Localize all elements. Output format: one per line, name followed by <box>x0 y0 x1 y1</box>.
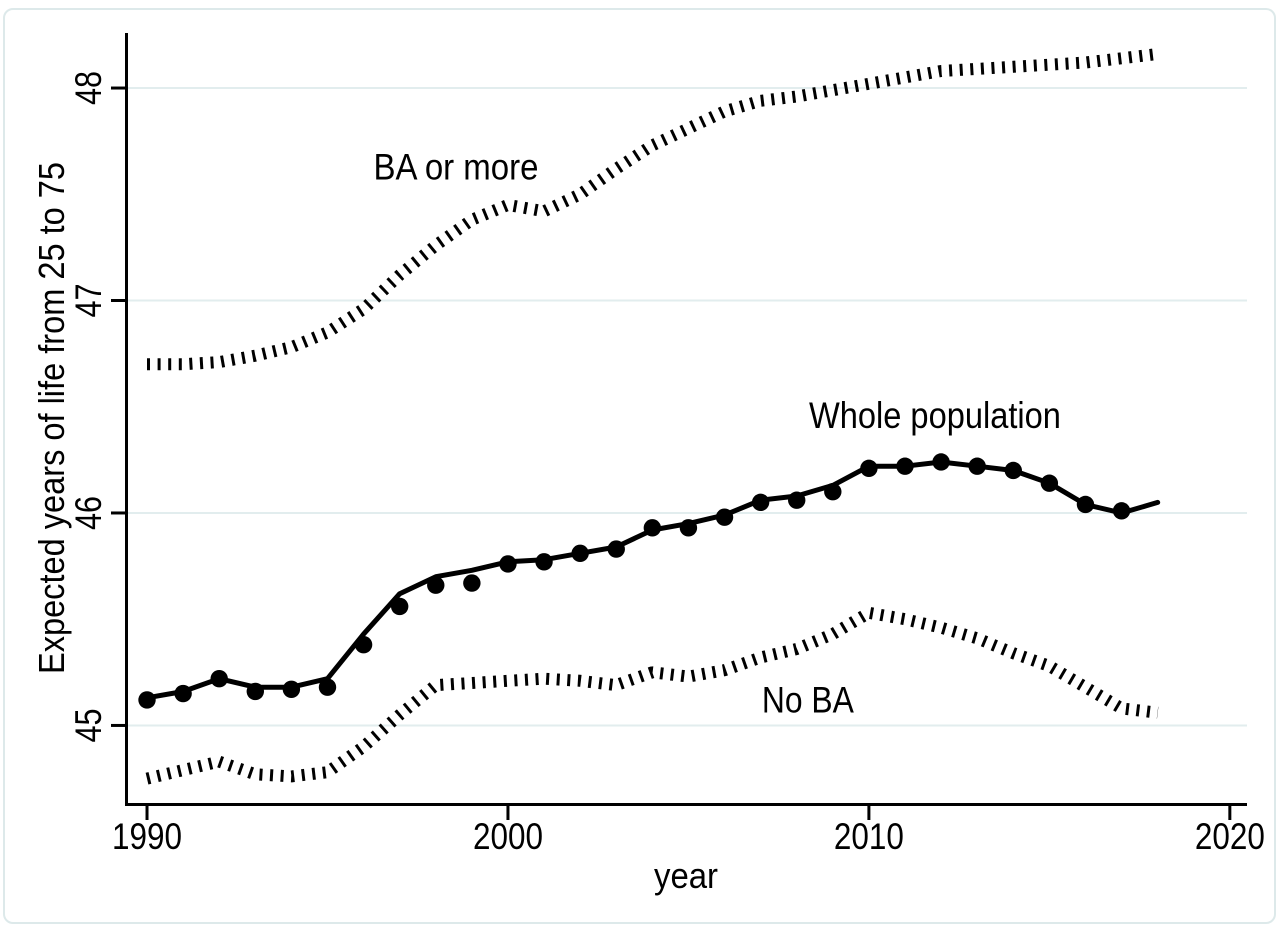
marker-whole-population-annual-estimates <box>968 457 986 475</box>
marker-whole-population-annual-estimates <box>174 684 192 703</box>
marker-whole-population-annual-estimates <box>1004 461 1022 480</box>
marker-whole-population-annual-estimates <box>571 544 589 563</box>
marker-whole-population-annual-estimates <box>535 553 553 571</box>
marker-whole-population-annual-estimates <box>824 483 842 501</box>
y-tick-label-48: 48 <box>68 71 109 105</box>
marker-whole-population-annual-estimates <box>354 636 373 654</box>
marker-whole-population-annual-estimates <box>932 453 950 471</box>
marker-whole-population-annual-estimates <box>1040 474 1059 492</box>
marker-whole-population-annual-estimates <box>715 508 734 526</box>
series-line-no-ba <box>145 606 1159 785</box>
x-tick-label-2000: 2000 <box>473 816 543 857</box>
marker-whole-population-annual-estimates <box>390 597 409 616</box>
y-tick-label-45: 45 <box>68 708 109 742</box>
marker-whole-population-annual-estimates <box>282 680 301 699</box>
marker-whole-population-annual-estimates <box>607 540 625 558</box>
marker-whole-population-annual-estimates <box>463 574 481 592</box>
marker-whole-population-annual-estimates <box>427 576 445 594</box>
marker-whole-population-annual-estimates <box>679 519 698 537</box>
marker-whole-population-annual-estimates <box>138 691 156 709</box>
marker-whole-population-annual-estimates <box>896 457 914 475</box>
y-axis-title: Expected years of life from 25 to 75 <box>31 162 72 674</box>
marker-whole-population-annual-estimates <box>1076 495 1095 514</box>
y-tick-label-47: 47 <box>68 284 109 318</box>
series-label-ba-or-more: BA or more <box>373 146 538 187</box>
y-tick-label-46: 46 <box>68 496 109 530</box>
series-line-ba-or-more <box>147 48 1159 371</box>
marker-whole-population-annual-estimates <box>643 519 662 537</box>
x-axis-title: year <box>654 855 718 896</box>
marker-whole-population-annual-estimates <box>246 682 264 701</box>
marker-whole-population-annual-estimates <box>860 459 878 478</box>
marker-whole-population-annual-estimates <box>788 491 806 509</box>
series-label-whole-population: Whole population <box>809 395 1061 436</box>
series-line-whole-population-smoothed-line <box>144 459 1161 701</box>
marker-whole-population-annual-estimates <box>210 670 228 688</box>
marker-whole-population-annual-estimates <box>499 555 517 573</box>
x-tick-label-2020: 2020 <box>1195 816 1265 857</box>
x-tick-label-2010: 2010 <box>834 816 904 857</box>
marker-whole-population-annual-estimates <box>751 493 770 512</box>
marker-whole-population-annual-estimates <box>1112 502 1131 520</box>
x-tick-label-1990: 1990 <box>112 816 182 857</box>
marker-whole-population-annual-estimates <box>318 678 337 696</box>
series-label-no-ba: No BA <box>762 680 854 721</box>
